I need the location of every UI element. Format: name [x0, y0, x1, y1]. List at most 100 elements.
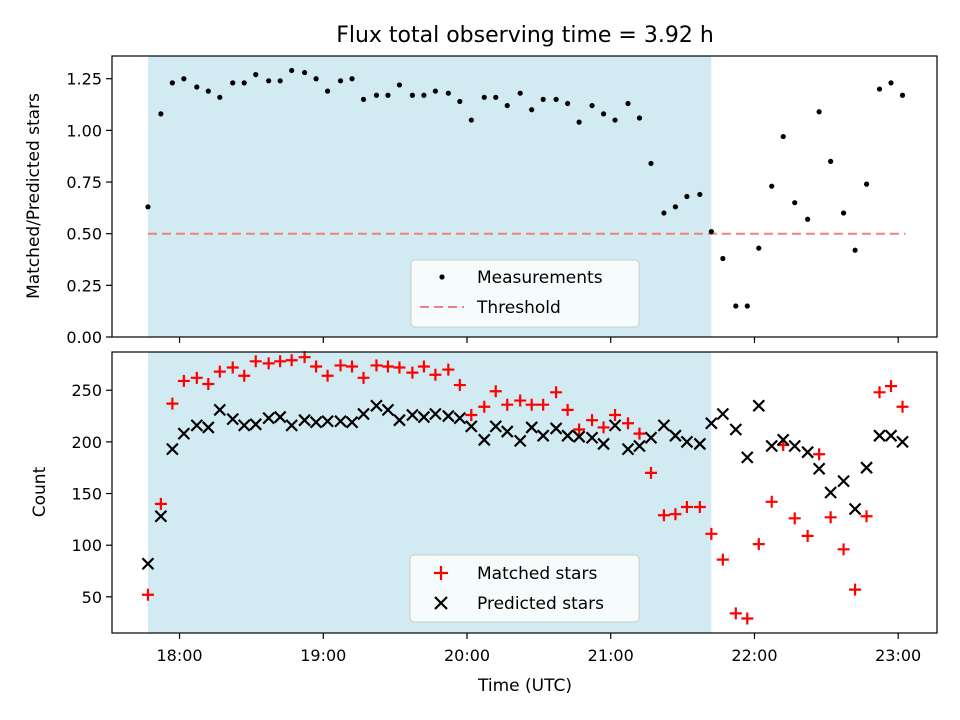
predicted-star-point [226, 412, 240, 426]
measurement-point [481, 94, 487, 100]
matched-star-point [298, 351, 311, 364]
legend-threshold-label: Threshold [476, 298, 561, 318]
matched-star-point [417, 360, 430, 373]
predicted-star-point [442, 409, 455, 423]
y-tick-label: 1.00 [66, 121, 102, 140]
predicted-star-point [417, 410, 431, 424]
predicted-star-point [177, 427, 191, 440]
matched-star-point [177, 374, 190, 387]
predicted-star-point [716, 407, 730, 421]
predicted-star-point [321, 414, 334, 428]
predicted-star-point [513, 434, 527, 448]
measurement-point [301, 69, 308, 76]
matched-star-point [489, 385, 502, 398]
legend-measurements-marker [439, 274, 445, 280]
predicted-star-point [585, 431, 599, 445]
matched-star-point [381, 360, 394, 373]
predicted-star-point [729, 423, 743, 436]
legend-predicted-label: Predicted stars [477, 594, 604, 614]
predicted-star-point [166, 442, 179, 456]
matched-star-point [788, 512, 801, 525]
matched-star-point [813, 448, 826, 461]
x-tick-label: 21:00 [588, 646, 634, 665]
matched-star-point [141, 588, 154, 601]
matched-star-point [465, 409, 478, 422]
measurement-point [445, 90, 451, 96]
predicted-star-point [621, 442, 635, 456]
legend-predicted-marker [434, 596, 448, 610]
predicted-star-point [406, 408, 419, 422]
predicted-star-point [453, 411, 467, 425]
predicted-star-point [273, 410, 287, 424]
predicted-star-point [788, 439, 801, 453]
top-panel: 0.00 0.25 0.50 0.75 1.00 1.25 Matched/Predict… [24, 55, 938, 347]
matched-star-point [705, 527, 718, 540]
measurement-point [684, 193, 690, 200]
matched-star-point [597, 421, 610, 434]
predicted-star-point [705, 417, 718, 430]
predicted-star-point [873, 429, 886, 442]
legend-matched-label: Matched stars [477, 564, 597, 584]
measurement-point [852, 247, 858, 253]
predicted-star-point [896, 435, 909, 449]
measurement-point [661, 210, 667, 216]
legend-measurements-label: Measurements [477, 268, 603, 288]
bottom-panel: 50 100 150 200 250 18:00 19:00 20:00 21:00 22:00… [30, 351, 938, 696]
matched-star-point [765, 495, 778, 508]
predicted-star-point [657, 419, 671, 432]
measurement-point [517, 90, 523, 96]
predicted-star-point [477, 433, 491, 447]
matched-star-point [633, 427, 646, 440]
measurement-point [636, 115, 643, 121]
matched-star-point [166, 397, 179, 410]
matched-star-point [693, 500, 706, 513]
matched-star-point [741, 612, 754, 625]
matched-star-point [357, 371, 370, 384]
measurement-point [553, 96, 559, 102]
bottom-legend: Matched stars Predicted stars [409, 554, 640, 623]
predicted-star-point [213, 403, 227, 417]
top-panel-y-label: Matched/Predicted stars [24, 93, 44, 299]
measurement-point [576, 119, 582, 125]
y-tick-label: 200 [71, 433, 102, 452]
matched-star-point [429, 368, 442, 381]
predicted-star-point [633, 439, 646, 453]
measurement-point [840, 210, 847, 216]
measurement-point [385, 92, 391, 98]
predicted-star-point [669, 429, 682, 442]
measurement-point [769, 183, 775, 189]
measurement-point [266, 78, 272, 84]
measurement-point [337, 78, 344, 84]
measurement-point [589, 102, 595, 109]
measurement-point [421, 92, 427, 98]
matched-star-point [310, 360, 323, 373]
y-tick-label: 0.50 [66, 225, 102, 244]
measurement-point [697, 191, 703, 198]
matched-star-point [442, 363, 455, 376]
predicted-star-point [357, 407, 370, 421]
matched-star-point [621, 417, 634, 430]
matched-star-point [609, 409, 622, 422]
predicted-star-point [801, 445, 814, 459]
matched-star-point [586, 414, 599, 427]
matched-star-point [406, 366, 419, 379]
predicted-star-point [249, 418, 263, 431]
matched-star-point [873, 386, 886, 399]
matched-star-point [896, 400, 909, 413]
y-tick-label: 250 [71, 381, 102, 400]
measurement-point [529, 107, 535, 113]
matched-star-point [285, 354, 298, 367]
matched-star-point [321, 369, 334, 382]
measurement-point [217, 94, 223, 100]
measurement-point [888, 80, 894, 86]
measurement-point [600, 111, 607, 117]
predicted-star-point [776, 433, 790, 447]
measurement-point [230, 80, 236, 86]
matched-star-point [202, 378, 215, 391]
matched-star-point [680, 500, 693, 513]
predicted-star-point [597, 437, 610, 451]
measurement-point [241, 80, 247, 86]
predicted-star-point [429, 407, 442, 421]
predicted-star-point [752, 399, 766, 412]
